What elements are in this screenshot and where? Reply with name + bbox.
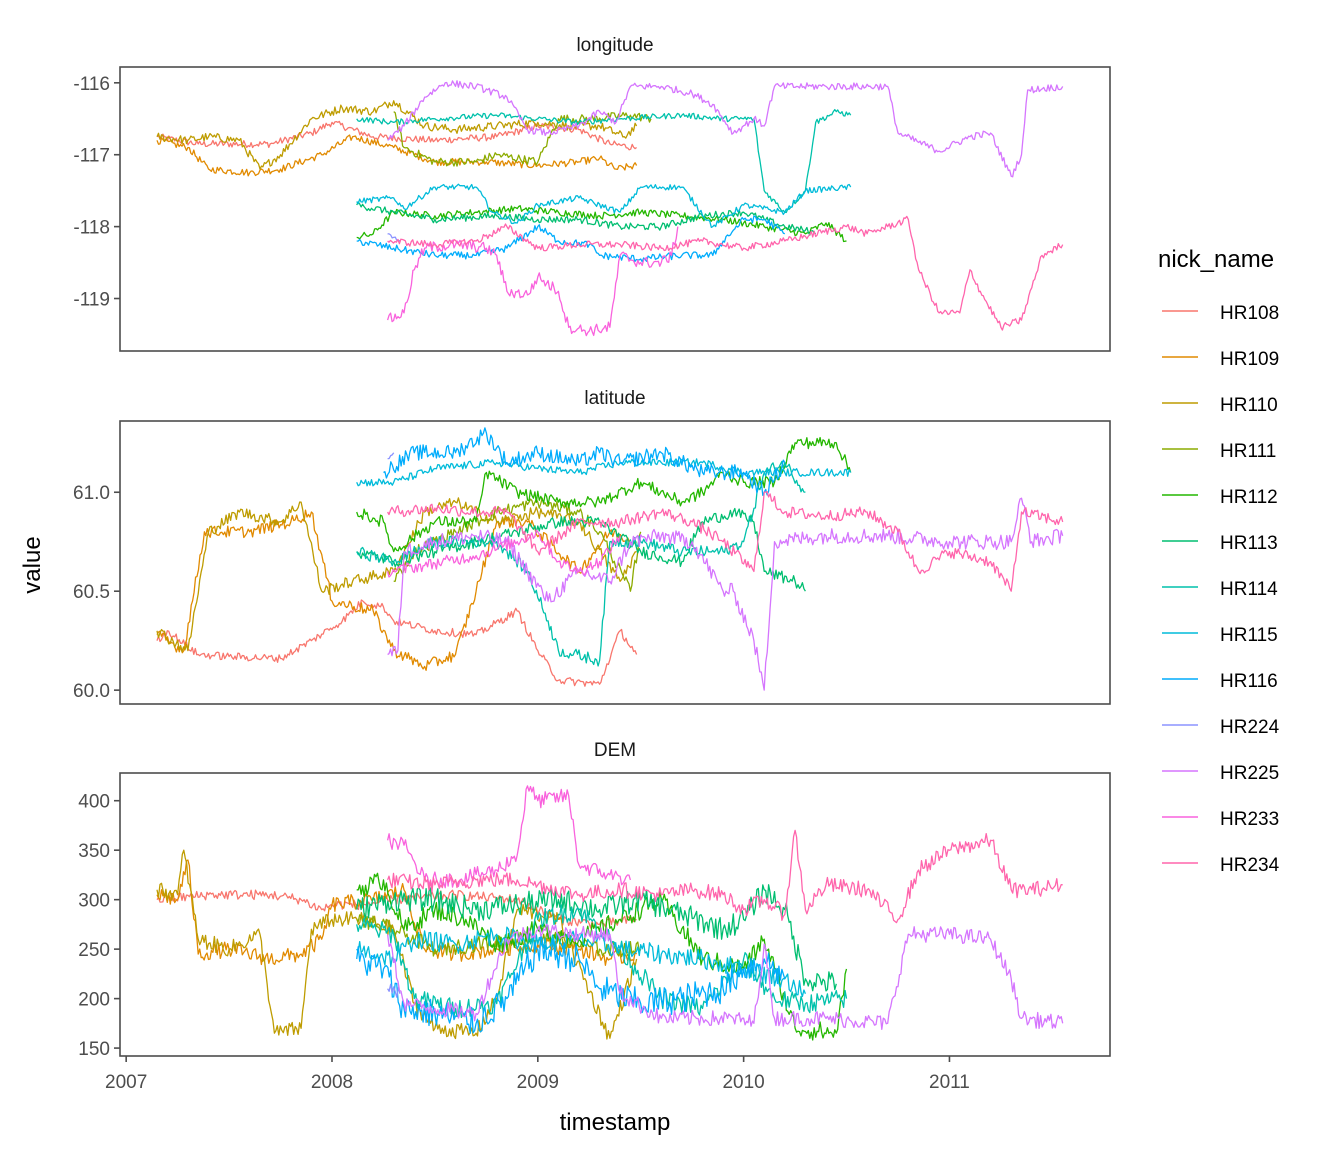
x-tick-label: 2011	[929, 1072, 970, 1093]
y-tick-label: 200	[78, 990, 110, 1011]
legend-item-hr225: HR225	[1162, 763, 1279, 784]
legend-label: HR114	[1220, 579, 1278, 600]
legend-item-hr109: HR109	[1162, 349, 1279, 370]
series-line-hr224	[387, 452, 395, 460]
series-line-hr224	[387, 983, 401, 998]
legend-label: HR111	[1220, 441, 1276, 462]
y-tick-label: 61.0	[73, 483, 110, 504]
legend-item-hr111: HR111	[1162, 441, 1276, 462]
series-line-hr111	[393, 497, 642, 592]
legend-item-hr112: HR112	[1162, 487, 1278, 508]
series-line-hr234	[387, 215, 1064, 331]
x-axis: 2007 2008 2009 2010 2011	[105, 1056, 970, 1093]
series-line-hr116	[356, 934, 786, 1034]
series-line-hr110	[156, 849, 638, 1040]
legend-label: HR233	[1220, 809, 1279, 830]
x-axis-title: timestamp	[560, 1109, 671, 1136]
y-tick-label: -119	[73, 290, 110, 311]
legend-item-hr224: HR224	[1162, 717, 1280, 738]
series-line-hr108	[156, 599, 638, 687]
legend-label: HR113	[1220, 533, 1278, 554]
y-tick-label: -118	[73, 218, 110, 239]
y-axis-title: value	[19, 536, 46, 593]
series-line-hr116	[383, 427, 786, 496]
series-line-hr233	[386, 529, 621, 578]
series-line-hr113	[356, 201, 817, 236]
legend-title: nick_name	[1158, 246, 1274, 273]
x-tick-label: 2009	[517, 1072, 559, 1093]
legend-label: HR109	[1220, 349, 1279, 370]
y-tick-label: -117	[73, 146, 110, 167]
x-tick-label: 2008	[311, 1072, 353, 1093]
legend-item-hr116: HR116	[1162, 671, 1278, 692]
series-line-hr225	[386, 923, 1064, 1030]
y-tick-label: 60.0	[73, 681, 110, 702]
series-line-hr114	[356, 460, 806, 667]
series-lines	[156, 427, 1064, 691]
series-line-hr112	[356, 436, 852, 553]
legend-label: HR110	[1220, 395, 1278, 416]
legend-item-hr108: HR108	[1162, 303, 1279, 324]
series-line-hr114	[356, 108, 852, 214]
legend-item-hr115: HR115	[1162, 625, 1278, 646]
series-line-hr109	[156, 134, 638, 177]
legend-item-hr234: HR234	[1162, 855, 1280, 876]
facet-panels: longitude -116 -117 -118 -119 latitude 61.0 60.…	[73, 35, 1111, 1060]
x-tick-label: 2010	[722, 1072, 764, 1093]
series-line-hr113	[356, 507, 806, 592]
legend-item-hr113: HR113	[1162, 533, 1278, 554]
series-line-hr110	[156, 100, 638, 170]
series-line-hr233	[386, 785, 632, 889]
y-tick-label: 250	[78, 940, 110, 961]
panel-latitude: latitude 61.0 60.5 60.0	[73, 388, 1111, 705]
series-line-hr112	[356, 205, 847, 243]
series-line-hr115	[356, 458, 852, 487]
legend-label: HR112	[1220, 487, 1278, 508]
legend-label: HR224	[1220, 717, 1280, 738]
panel-longitude: longitude -116 -117 -118 -119	[73, 35, 1111, 352]
series-line-hr225	[387, 80, 1064, 178]
series-line-hr234	[387, 491, 1064, 592]
y-tick-label: 350	[78, 841, 110, 862]
series-line-hr225	[387, 497, 1064, 691]
x-tick-label: 2007	[105, 1072, 147, 1093]
legend-label: HR116	[1220, 671, 1278, 692]
y-tick-label: 60.5	[73, 582, 110, 603]
series-lines	[156, 785, 1064, 1041]
series-line-hr115	[356, 183, 852, 229]
y-tick-label: -116	[73, 74, 110, 95]
series-line-hr115	[356, 926, 807, 998]
series-line-hr109	[156, 509, 638, 671]
legend-label: HR108	[1220, 303, 1279, 324]
y-tick-label: 400	[78, 792, 110, 813]
legend-label: HR225	[1220, 763, 1279, 784]
y-tick-label: 150	[78, 1039, 110, 1060]
legend: nick_name HR108 HR109 HR110 HR111 HR112 HR113…	[1158, 246, 1280, 876]
legend-item-hr114: HR114	[1162, 579, 1278, 600]
panel-frame	[119, 420, 1111, 705]
series-lines	[156, 80, 1064, 337]
series-line-hr113	[356, 884, 837, 992]
facet-strip-label: DEM	[594, 740, 636, 761]
series-line-hr108	[156, 120, 637, 151]
series-line-hr111	[393, 111, 652, 167]
series-line-hr234	[386, 829, 1063, 924]
legend-label: HR234	[1220, 855, 1280, 876]
panel-frame	[119, 772, 1111, 1057]
panel-frame	[119, 66, 1111, 352]
legend-label: HR115	[1220, 625, 1278, 646]
panel-DEM: DEM 400 350 300 250 200 150	[78, 740, 1111, 1060]
facet-strip-label: latitude	[584, 388, 645, 409]
legend-item-hr110: HR110	[1162, 395, 1278, 416]
y-tick-label: 300	[78, 891, 110, 912]
facet-strip-label: longitude	[576, 35, 653, 56]
legend-item-hr233: HR233	[1162, 809, 1279, 830]
